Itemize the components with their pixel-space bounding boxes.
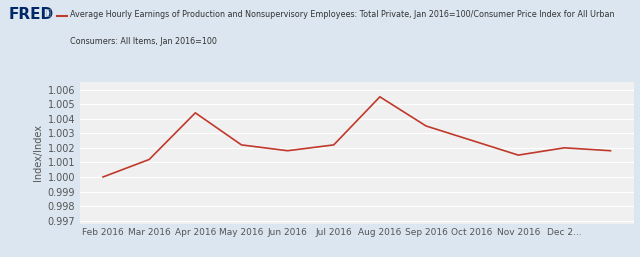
Y-axis label: Index/Index: Index/Index [33, 124, 44, 181]
Text: Average Hourly Earnings of Production and Nonsupervisory Employees: Total Privat: Average Hourly Earnings of Production an… [70, 10, 615, 19]
Text: FRED: FRED [8, 7, 54, 22]
Text: Consumers: All Items, Jan 2016=100: Consumers: All Items, Jan 2016=100 [70, 37, 217, 46]
Text: ⫿: ⫿ [46, 8, 51, 17]
